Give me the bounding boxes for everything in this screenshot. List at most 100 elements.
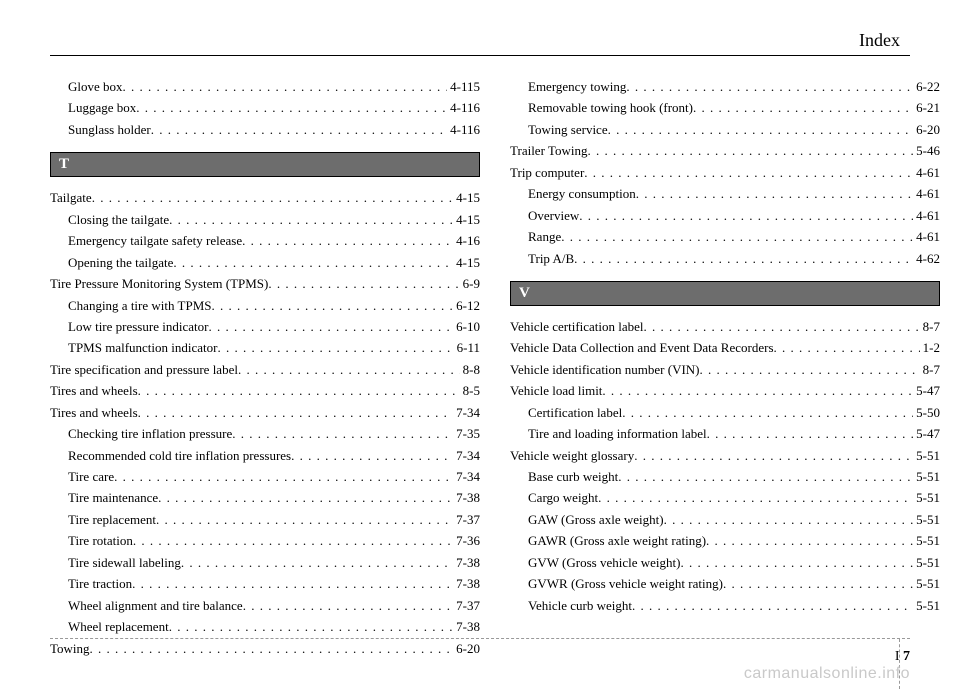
entry-leader-dots: . . . . . . . . . . . . . . . . . . . . … <box>598 487 913 508</box>
entry-label: Trailer Towing <box>510 140 587 161</box>
entry-label: Emergency tailgate safety release <box>68 230 242 251</box>
entry-page: 7-38 <box>453 573 480 594</box>
entry-label: Recommended cold tire inflation pressure… <box>68 445 291 466</box>
entry-leader-dots: . . . . . . . . . . . . . . . . . . . . … <box>622 402 913 423</box>
entry-label: Trip A/B <box>528 248 574 269</box>
entry-page: 4-15 <box>453 187 480 208</box>
entry-page: 5-51 <box>913 595 940 616</box>
entry-label: Tailgate <box>50 187 92 208</box>
index-entry: Tire maintenance . . . . . . . . . . . .… <box>50 487 480 508</box>
entry-label: Towing service <box>528 119 608 140</box>
entry-leader-dots: . . . . . . . . . . . . . . . . . . . . … <box>92 187 453 208</box>
entry-page: 7-37 <box>453 595 480 616</box>
entry-leader-dots: . . . . . . . . . . . . . . . . . . . . … <box>217 337 453 358</box>
right-column: Emergency towing . . . . . . . . . . . .… <box>510 76 940 659</box>
index-entry: Luggage box . . . . . . . . . . . . . . … <box>50 97 480 118</box>
entry-page: 7-38 <box>453 616 480 637</box>
entry-page: 4-15 <box>453 252 480 273</box>
entry-leader-dots: . . . . . . . . . . . . . . . . . . . . … <box>169 209 453 230</box>
entry-label: Towing <box>50 638 90 659</box>
index-entry: GAW (Gross axle weight) . . . . . . . . … <box>510 509 940 530</box>
entry-page: 6-12 <box>453 295 480 316</box>
index-entry: Tire sidewall labeling . . . . . . . . .… <box>50 552 480 573</box>
entry-page: 5-50 <box>913 402 940 423</box>
index-entry: Towing service . . . . . . . . . . . . .… <box>510 119 940 140</box>
entry-page: 6-9 <box>460 273 480 294</box>
entry-label: Wheel alignment and tire balance <box>68 595 243 616</box>
entry-label: Base curb weight <box>528 466 618 487</box>
entry-page: 6-11 <box>454 337 480 358</box>
entry-page: 4-16 <box>453 230 480 251</box>
entry-label: GAWR (Gross axle weight rating) <box>528 530 706 551</box>
entry-leader-dots: . . . . . . . . . . . . . . . . . . . . … <box>211 295 453 316</box>
entry-page: 5-51 <box>913 445 940 466</box>
entry-leader-dots: . . . . . . . . . . . . . . . . . . . . … <box>268 273 459 294</box>
entry-page: 7-35 <box>453 423 480 444</box>
entry-leader-dots: . . . . . . . . . . . . . . . . . . . . … <box>587 140 913 161</box>
entry-label: Vehicle certification label <box>510 316 644 337</box>
entry-leader-dots: . . . . . . . . . . . . . . . . . . . . … <box>634 445 913 466</box>
index-entry: Sunglass holder . . . . . . . . . . . . … <box>50 119 480 140</box>
entry-label: TPMS malfunction indicator <box>68 337 217 358</box>
index-entry: Low tire pressure indicator . . . . . . … <box>50 316 480 337</box>
index-entry: Recommended cold tire inflation pressure… <box>50 445 480 466</box>
entry-leader-dots: . . . . . . . . . . . . . . . . . . . . … <box>173 252 453 273</box>
entry-page: 5-51 <box>913 466 940 487</box>
index-entry: TPMS malfunction indicator . . . . . . .… <box>50 337 480 358</box>
index-entry: GVW (Gross vehicle weight) . . . . . . .… <box>510 552 940 573</box>
entry-label: Vehicle identification number (VIN) <box>510 359 700 380</box>
entry-label: GVW (Gross vehicle weight) <box>528 552 680 573</box>
entry-page: 7-37 <box>453 509 480 530</box>
entry-label: Tire replacement <box>68 509 156 530</box>
entry-page: 5-47 <box>913 423 940 444</box>
index-entry: Tires and wheels . . . . . . . . . . . .… <box>50 402 480 423</box>
entry-page: 4-116 <box>447 119 480 140</box>
entry-leader-dots: . . . . . . . . . . . . . . . . . . . . … <box>158 487 453 508</box>
entry-leader-dots: . . . . . . . . . . . . . . . . . . . . … <box>90 638 454 659</box>
entry-leader-dots: . . . . . . . . . . . . . . . . . . . . … <box>238 359 460 380</box>
entry-label: Certification label <box>528 402 622 423</box>
entry-label: Tire and loading information label <box>528 423 707 444</box>
index-entry: Tire replacement . . . . . . . . . . . .… <box>50 509 480 530</box>
entry-page: 4-61 <box>913 226 940 247</box>
entry-page: 6-20 <box>453 638 480 659</box>
entry-page: 4-62 <box>913 248 940 269</box>
entry-leader-dots: . . . . . . . . . . . . . . . . . . . . … <box>608 119 914 140</box>
entry-page: 5-46 <box>913 140 940 161</box>
entry-leader-dots: . . . . . . . . . . . . . . . . . . . . … <box>243 595 453 616</box>
index-entry: Opening the tailgate . . . . . . . . . .… <box>50 252 480 273</box>
index-entry: Tire traction . . . . . . . . . . . . . … <box>50 573 480 594</box>
index-entry: Vehicle certification label . . . . . . … <box>510 316 940 337</box>
index-entry: Wheel alignment and tire balance . . . .… <box>50 595 480 616</box>
entry-page: 5-51 <box>913 552 940 573</box>
index-entry: Tires and wheels . . . . . . . . . . . .… <box>50 380 480 401</box>
entry-page: 4-61 <box>913 162 940 183</box>
entry-label: Low tire pressure indicator <box>68 316 208 337</box>
entry-label: Trip computer <box>510 162 584 183</box>
entry-label: Overview <box>528 205 579 226</box>
entry-leader-dots: . . . . . . . . . . . . . . . . . . . . … <box>602 380 913 401</box>
header-rule <box>50 55 910 56</box>
entry-page: 7-34 <box>453 445 480 466</box>
footer-rule <box>50 638 910 639</box>
entry-page: 8-5 <box>460 380 480 401</box>
entry-page: 4-15 <box>453 209 480 230</box>
entry-leader-dots: . . . . . . . . . . . . . . . . . . . . … <box>561 226 913 247</box>
entry-page: 6-22 <box>913 76 940 97</box>
entry-leader-dots: . . . . . . . . . . . . . . . . . . . . … <box>291 445 453 466</box>
entry-leader-dots: . . . . . . . . . . . . . . . . . . . . … <box>707 423 914 444</box>
entry-leader-dots: . . . . . . . . . . . . . . . . . . . . … <box>133 530 453 551</box>
entry-label: Tire sidewall labeling <box>68 552 181 573</box>
entry-page: 7-34 <box>453 466 480 487</box>
section-header-v: V <box>510 281 940 306</box>
index-entry: Removable towing hook (front) . . . . . … <box>510 97 940 118</box>
entry-label: Tires and wheels <box>50 380 138 401</box>
index-entry: Trip computer . . . . . . . . . . . . . … <box>510 162 940 183</box>
index-entry: Vehicle Data Collection and Event Data R… <box>510 337 940 358</box>
entry-leader-dots: . . . . . . . . . . . . . . . . . . . . … <box>208 316 453 337</box>
entry-label: Wheel replacement <box>68 616 169 637</box>
entry-label: Vehicle curb weight <box>528 595 632 616</box>
index-entry: Closing the tailgate . . . . . . . . . .… <box>50 209 480 230</box>
entry-label: Checking tire inflation pressure <box>68 423 232 444</box>
entry-leader-dots: . . . . . . . . . . . . . . . . . . . . … <box>138 402 454 423</box>
